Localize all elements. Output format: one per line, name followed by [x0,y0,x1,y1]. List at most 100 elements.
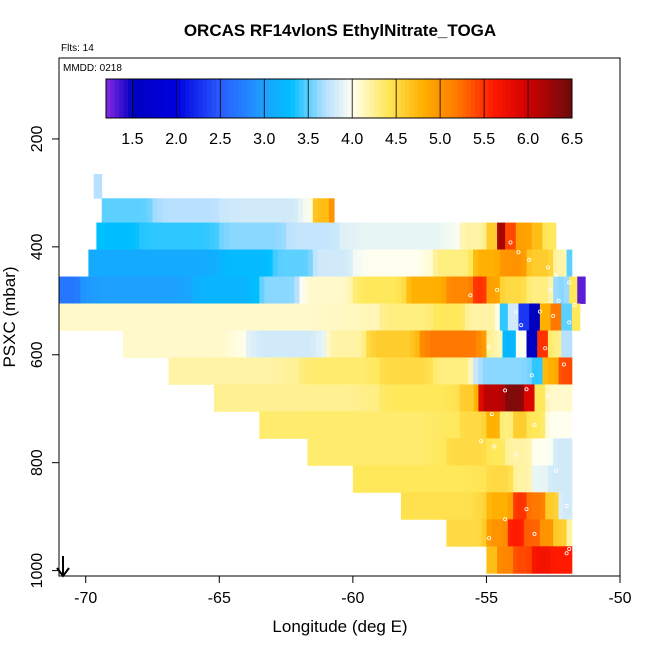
heatmap-cell [329,222,336,250]
heatmap-cell [356,330,362,358]
colorbar-tick-label: 5.5 [473,131,495,148]
heatmap-cell [552,465,558,493]
heatmap-cell [354,222,360,250]
heatmap-cell [354,384,360,412]
heatmap-cell [312,438,318,466]
heatmap-cell [263,249,269,277]
heatmap-cell [158,249,165,277]
heatmap-cell [377,276,383,304]
heatmap-cell [193,357,200,385]
heatmap-cell [459,384,465,412]
heatmap-cell [304,276,310,304]
heatmap-cell [296,330,302,358]
heatmap-cell [399,384,406,412]
sample-point [487,344,492,349]
heatmap-cell [433,249,439,277]
heatmap-cell [319,303,325,331]
heatmap-cell [301,330,307,358]
heatmap-cell [537,222,543,250]
heatmap-cell [213,384,220,412]
heatmap-cell [209,222,215,250]
heatmap-cell [233,276,240,304]
heatmap-cell [500,438,506,466]
colorbar-cell [211,79,217,118]
heatmap-cell [481,222,487,250]
heatmap-cell [344,384,350,412]
heatmap-cell [157,330,163,358]
heatmap-cell [513,519,519,547]
heatmap-cell [129,222,135,250]
heatmap-cell [137,330,144,358]
heatmap-cell [471,492,477,520]
heatmap-cell [448,249,454,277]
heatmap-cell [552,330,558,358]
heatmap-cell [179,303,185,331]
heatmap-cell [510,276,517,304]
heatmap-cell [454,384,461,412]
heatmap-cell [203,357,210,385]
heatmap-cell [461,465,468,493]
colorbar-cell [501,79,507,118]
heatmap-cell [79,303,85,331]
heatmap-cell [435,330,441,358]
heatmap-cell [561,384,567,412]
heatmap-cell [214,222,220,250]
heatmap-cell [141,276,148,304]
heatmap-cell [441,438,447,466]
colorbar-cell [426,79,432,118]
heatmap-cell [364,411,370,439]
down-arrow-icon [56,556,70,578]
heatmap-cell [396,276,402,304]
heatmap-cell [515,438,522,466]
heatmap-cell [459,411,466,439]
heatmap-cell [486,465,493,493]
heatmap-cell [276,330,282,358]
heatmap-cell [342,438,348,466]
heatmap-cell [93,174,99,199]
heatmap-cell [470,222,477,250]
heatmap-cell [416,438,422,466]
heatmap-cell [75,276,81,304]
heatmap-cell [426,492,432,520]
heatmap-cell [502,465,509,493]
colorbar-cell [387,79,393,118]
heatmap-cell [269,303,275,331]
heatmap-cell [289,303,295,331]
heatmap-cell [507,519,514,547]
heatmap-cell [505,222,511,250]
heatmap-cell [407,465,413,493]
heatmap-cell [202,276,209,304]
heatmap-cell [518,303,525,331]
heatmap-cell [562,519,567,547]
heatmap-cell [456,438,462,466]
heatmap-cell [341,330,347,358]
heatmap-cell [509,384,515,412]
heatmap-cell [379,303,385,331]
sample-point [503,388,508,393]
sample-point [553,468,558,473]
colorbar-cell [163,79,168,118]
heatmap-cell [354,303,360,331]
heatmap-cell [461,492,467,520]
heatmap-cell [424,330,431,358]
colorbar-cell [281,79,287,118]
heatmap-cell [110,222,116,250]
colorbar-cell [136,79,142,118]
heatmap-cell [471,438,477,466]
heatmap-cell [526,222,533,250]
heatmap-cell [550,546,557,574]
heatmap-cell [108,249,114,277]
heatmap-cell [461,519,467,547]
heatmap-cell [337,438,343,466]
heatmap-cell [346,330,352,358]
heatmap-cell [426,276,432,304]
heatmap-cell [436,276,442,304]
heatmap-cell [188,357,195,385]
heatmap-cell [553,249,559,277]
heatmap-cell [332,249,339,277]
sample-point [487,536,492,541]
heatmap-cell [367,276,373,304]
heatmap-cell [429,411,436,439]
heatmap-cell [123,249,130,277]
heatmap-cell [507,546,514,574]
